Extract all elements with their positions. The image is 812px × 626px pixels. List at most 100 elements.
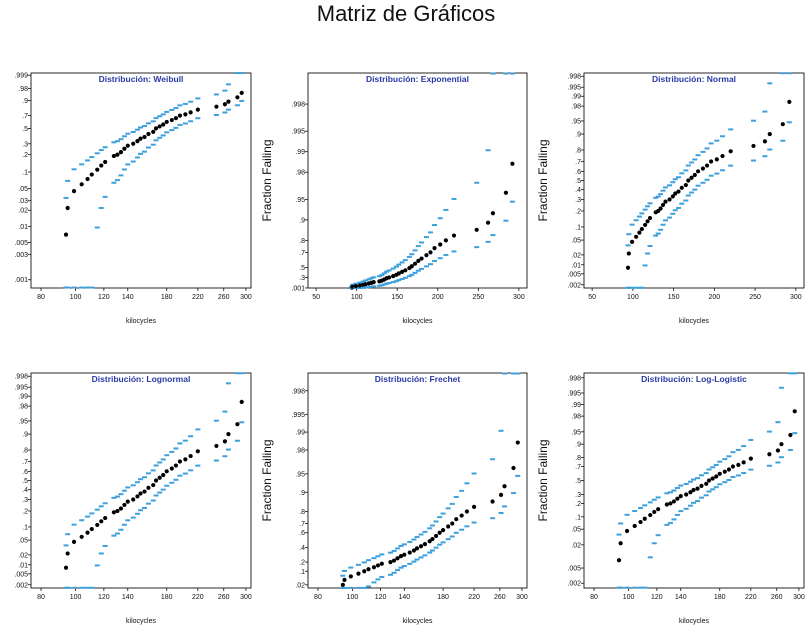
data-point bbox=[618, 541, 623, 546]
upper-bound-mark bbox=[419, 241, 425, 244]
upper-bound-mark bbox=[340, 574, 346, 577]
lower-bound-mark bbox=[440, 541, 446, 544]
data-point bbox=[173, 116, 179, 121]
chart-title: Distribución: Exponential bbox=[366, 74, 469, 84]
upper-bound-mark bbox=[188, 100, 194, 103]
y-tick-label: .9 bbox=[299, 490, 305, 497]
lower-bound-mark bbox=[414, 558, 420, 561]
data-point bbox=[395, 556, 400, 561]
lower-bound-mark bbox=[94, 226, 100, 229]
page-title: Matriz de Gráficos bbox=[316, 1, 496, 26]
y-tick-label: .998 bbox=[567, 74, 581, 81]
y-tick-label: .98 bbox=[571, 104, 581, 111]
x-tick-label: 220 bbox=[745, 594, 757, 601]
upper-bound-mark bbox=[626, 233, 632, 236]
lower-bound-mark bbox=[111, 181, 117, 184]
lower-bound-mark bbox=[222, 455, 228, 458]
upper-bound-mark bbox=[427, 527, 433, 530]
upper-bound-mark bbox=[130, 484, 136, 487]
plot-frame bbox=[30, 72, 252, 289]
y-tick-label: .7 bbox=[22, 459, 28, 466]
upper-bound-mark bbox=[440, 512, 446, 515]
data-point bbox=[138, 491, 143, 496]
lower-bound-mark bbox=[182, 472, 188, 475]
data-point bbox=[438, 242, 443, 247]
lower-bound-mark bbox=[700, 181, 706, 184]
y-axis-label: Fraction Failing bbox=[536, 439, 550, 521]
lower-bound-mark bbox=[371, 285, 377, 288]
x-tick-label: 50 bbox=[312, 294, 320, 301]
lower-bound-mark bbox=[509, 200, 515, 203]
upper-bound-mark bbox=[406, 255, 412, 258]
upper-bound-mark bbox=[355, 563, 361, 566]
lower-bound-mark bbox=[449, 535, 455, 538]
data-point bbox=[717, 471, 722, 476]
lower-bound-mark bbox=[114, 179, 120, 182]
data-point bbox=[79, 534, 84, 539]
upper-bound-mark bbox=[418, 533, 424, 536]
lower-bound-mark bbox=[195, 464, 201, 467]
upper-bound-mark bbox=[391, 549, 397, 552]
data-point bbox=[95, 167, 100, 172]
y-tick-label: .2 bbox=[299, 560, 305, 567]
lower-bound-mark bbox=[222, 111, 228, 114]
lower-bound-mark bbox=[735, 474, 741, 477]
upper-bound-mark bbox=[142, 476, 148, 479]
y-tick-label: .99 bbox=[295, 149, 305, 156]
upper-bound-mark bbox=[689, 161, 695, 164]
data-point bbox=[122, 146, 127, 151]
upper-bound-mark bbox=[401, 543, 407, 546]
upper-bound-mark bbox=[687, 480, 693, 483]
upper-bound-mark bbox=[379, 553, 385, 556]
upper-bound-mark bbox=[384, 270, 390, 273]
data-point bbox=[704, 163, 710, 168]
x-tick-label: 260 bbox=[218, 294, 230, 301]
data-point bbox=[787, 99, 792, 104]
x-tick-label: 300 bbox=[240, 594, 252, 601]
upper-bound-mark bbox=[787, 372, 793, 375]
upper-bound-mark bbox=[142, 125, 148, 128]
data-point bbox=[85, 530, 90, 535]
lower-bound-mark bbox=[71, 286, 77, 289]
data-point bbox=[642, 516, 647, 521]
y-tick-label: .98 bbox=[295, 447, 305, 454]
data-point bbox=[625, 265, 631, 270]
lower-bound-mark bbox=[433, 546, 439, 549]
data-point bbox=[656, 507, 661, 512]
x-tick-label: 140 bbox=[122, 294, 134, 301]
lower-bound-mark bbox=[399, 278, 405, 281]
upper-bound-mark bbox=[393, 265, 399, 268]
x-tick-label: 180 bbox=[437, 594, 449, 601]
upper-bound-mark bbox=[515, 372, 521, 375]
data-point bbox=[131, 141, 136, 146]
y-tick-label: .8 bbox=[299, 509, 305, 516]
upper-bound-mark bbox=[89, 512, 95, 515]
y-tick-label: .5 bbox=[299, 265, 305, 272]
x-tick-label: 260 bbox=[494, 594, 506, 601]
upper-bound-mark bbox=[490, 72, 496, 75]
upper-bound-mark bbox=[79, 163, 85, 166]
upper-bound-mark bbox=[670, 181, 676, 184]
lower-bound-mark bbox=[134, 156, 140, 159]
data-point bbox=[736, 462, 741, 467]
lower-bound-mark bbox=[671, 518, 677, 521]
data-point bbox=[183, 457, 188, 462]
upper-bound-mark bbox=[655, 496, 661, 499]
y-tick-label: .005 bbox=[14, 571, 28, 578]
data-point bbox=[634, 234, 639, 239]
upper-bound-mark bbox=[173, 447, 179, 450]
upper-bound-mark bbox=[222, 89, 228, 92]
data-point bbox=[459, 513, 464, 518]
lower-bound-mark bbox=[679, 202, 685, 205]
upper-bound-mark bbox=[714, 139, 720, 142]
data-point bbox=[788, 432, 793, 438]
x-tick-label: 300 bbox=[513, 294, 525, 301]
x-tick-label: 220 bbox=[192, 294, 204, 301]
upper-bound-mark bbox=[225, 83, 231, 86]
data-point bbox=[399, 269, 405, 274]
data-point bbox=[135, 494, 140, 499]
y-tick-label: .2 bbox=[575, 501, 581, 508]
data-point bbox=[668, 501, 673, 506]
y-tick-label: .02 bbox=[571, 252, 581, 259]
upper-bound-mark bbox=[173, 107, 179, 110]
